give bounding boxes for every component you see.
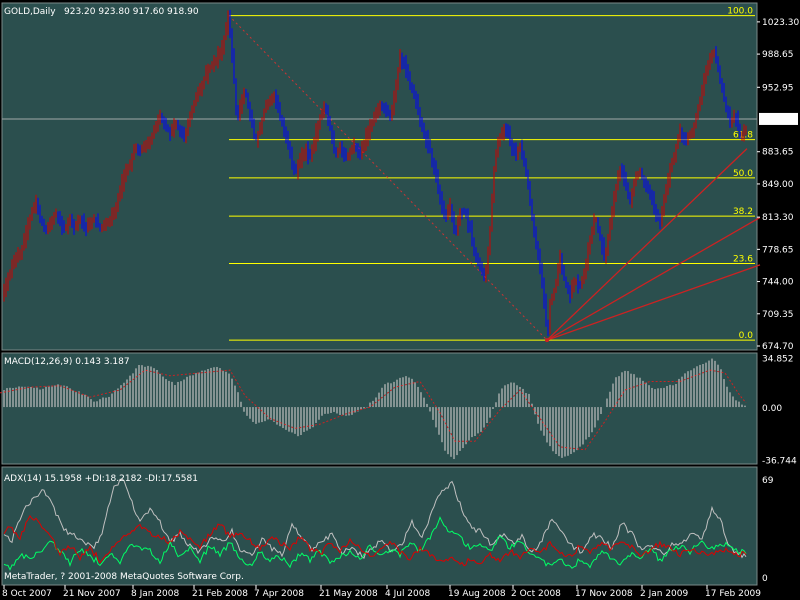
time-tick-label: 21 Nov 2007 xyxy=(63,589,121,599)
macd-pane-background xyxy=(1,352,758,465)
macd-pane[interactable]: 34.852 0.00 -36.744 xyxy=(0,352,797,466)
adx-tick-label: 0 xyxy=(762,574,768,584)
current-price-tag xyxy=(759,112,798,125)
adx-pane-background xyxy=(1,466,758,586)
price-tick-label: 883.65 xyxy=(762,148,794,158)
macd-tick-label: 34.852 xyxy=(762,354,794,364)
gann-fan-line xyxy=(546,264,761,341)
fibonacci-level-label: 0.0 xyxy=(739,331,754,341)
price-tick-label: 952.95 xyxy=(762,83,794,93)
macd-histogram xyxy=(3,358,746,460)
ohlc-readout: 923.20 923.80 917.60 918.90 xyxy=(64,7,199,17)
price-tick-label: 709.35 xyxy=(762,310,794,320)
candlestick-group xyxy=(3,9,747,337)
time-tick-label: 2 Jan 2009 xyxy=(640,589,688,599)
price-tick-label: 778.65 xyxy=(762,245,794,255)
adx-series-line[interactable] xyxy=(3,478,747,559)
macd-title: MACD(12,26,9) 0.143 3.187 xyxy=(4,357,130,367)
symbol-title: GOLD,Daily xyxy=(4,7,56,17)
time-axis: 8 Oct 2007 21 Nov 2007 8 Jan 2008 21 Feb 20… xyxy=(2,585,761,599)
copyright-text: MetaTrader, ? 2001-2008 MetaQuotes Softw… xyxy=(4,572,244,582)
price-tick-label: 1023.30 xyxy=(762,18,799,28)
fibonacci-level-label: 50.0 xyxy=(733,169,753,179)
price-tick-label: 988.65 xyxy=(762,50,794,60)
fibonacci-level-label: 38.2 xyxy=(733,207,753,217)
time-tick-label: 21 May 2008 xyxy=(319,589,378,599)
time-tick-label: 8 Jan 2008 xyxy=(131,589,179,599)
time-tick-label: 2 Oct 2008 xyxy=(511,589,561,599)
fibonacci-level-label: 100.0 xyxy=(727,7,753,17)
time-tick-label: 21 Feb 2008 xyxy=(192,589,248,599)
adx-tick-label: 69 xyxy=(762,476,774,486)
fibonacci-level-label: 23.6 xyxy=(733,255,753,265)
macd-tick-label: 0.00 xyxy=(762,404,782,414)
time-tick-label: 19 Aug 2008 xyxy=(448,589,506,599)
gann-fan-line xyxy=(546,148,748,341)
price-tick-label: 674.70 xyxy=(762,342,794,352)
macd-signal-line[interactable] xyxy=(0,369,747,451)
time-tick-label: 8 Oct 2007 xyxy=(2,589,52,599)
adx-title: ADX(14) 15.1958 +DI:18.2182 -DI:17.5581 xyxy=(4,474,198,484)
adx-pane[interactable]: 69 0 xyxy=(1,466,774,586)
price-tick-label: 849.00 xyxy=(762,180,794,190)
time-tick-label: 17 Nov 2008 xyxy=(575,589,633,599)
adx-series-line[interactable] xyxy=(3,516,747,571)
current-price-label: 918.90 xyxy=(762,115,794,125)
pivot-low-marker xyxy=(545,338,549,343)
price-pane[interactable]: 100.0 61.8 50.0 38.2 23.6 0.0 1023.30 988.65 952… xyxy=(1,2,799,352)
gann-fan-line xyxy=(546,216,761,341)
adx-series-line[interactable] xyxy=(3,514,747,567)
time-tick-label: 4 Jul 2008 xyxy=(385,589,430,599)
fibonacci-trend-line xyxy=(228,15,548,341)
macd-tick-label: -36.744 xyxy=(762,456,797,466)
fibonacci-level-label: 61.8 xyxy=(733,131,753,141)
time-tick-label: 17 Feb 2009 xyxy=(705,589,761,599)
price-tick-label: 744.00 xyxy=(762,278,794,288)
time-tick-label: 7 Apr 2008 xyxy=(254,589,304,599)
price-tick-label: 813.30 xyxy=(762,213,794,223)
